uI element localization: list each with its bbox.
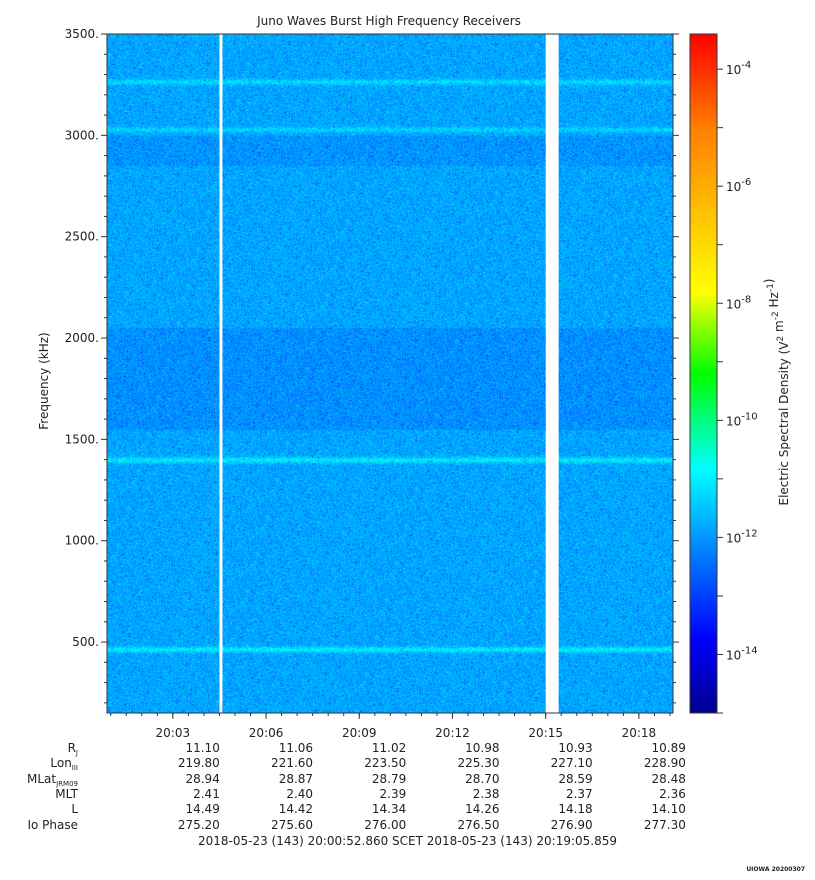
x-tick-label: 20:15	[528, 726, 563, 740]
ephemeris-value: 11.02	[371, 741, 407, 755]
ephemeris-value: 2.38	[472, 786, 500, 801]
ephemeris-value: 276.50	[457, 817, 500, 832]
x-tick-label: 20:06	[249, 726, 284, 740]
ephemeris-value: 14.42	[278, 802, 314, 817]
ephemeris-value: 2.40	[286, 786, 314, 801]
y-tick-label: 2500.	[65, 230, 99, 244]
spectrogram-image	[107, 34, 673, 713]
data-gap-1	[219, 34, 223, 713]
ephemeris-value: 14.49	[185, 802, 220, 817]
ephemeris-value: 227.10	[550, 756, 593, 771]
ephemeris-value: 11.06	[278, 741, 314, 755]
ephemeris-value: 28.79	[371, 771, 407, 786]
ephemeris-value: 28.59	[558, 771, 593, 786]
colorbar-scale	[689, 33, 718, 714]
plot-area: 500. 1000. 1500. 2000. 2500. 3000. 3500. 20:03 2…	[65, 27, 679, 740]
colorbar-tick-label: 10-8	[726, 294, 751, 311]
y-tick-label: 3000.	[65, 128, 99, 142]
colorbar: 10-4 10-6 10-8 10-10 10-12 10-14 Electric Spec…	[689, 33, 791, 714]
y-tick-label: 1500.	[65, 432, 99, 446]
ephemeris-value: 14.10	[651, 802, 686, 817]
ephemeris-value: 275.60	[271, 817, 314, 832]
x-tick-label: 20:18	[622, 726, 657, 740]
y-tick-label: 2000.	[65, 331, 99, 345]
ephemeris-value: 276.90	[550, 817, 593, 832]
y-axis-label: Frequency (kHz)	[37, 332, 51, 429]
ephemeris-row-label: Io Phase	[27, 817, 78, 832]
ephemeris-value: 276.00	[364, 817, 407, 832]
ephemeris-value: 221.60	[271, 756, 314, 771]
ephemeris-value: 28.87	[278, 771, 314, 786]
ephemeris-value: 10.93	[558, 741, 593, 755]
y-tick-label: 500.	[72, 635, 99, 649]
ephemeris-value: 28.70	[465, 771, 500, 786]
colorbar-label: Electric Spectral Density (V2 m-2 Hz-1)	[762, 278, 791, 505]
ephemeris-value: 14.34	[371, 802, 407, 817]
ephemeris-row-label: RJ	[67, 741, 78, 757]
ephemeris-value: 219.80	[177, 756, 220, 771]
ephemeris-value: 14.18	[558, 802, 593, 817]
chart-title: Juno Waves Burst High Frequency Receiver…	[256, 14, 521, 28]
ephemeris-row-label: L	[71, 802, 78, 817]
ephemeris-value: 2.41	[193, 786, 220, 801]
colorbar-tick-label: 10-4	[726, 60, 751, 77]
ephemeris-value: 275.20	[177, 817, 220, 832]
colorbar-tick-label: 10-6	[726, 177, 751, 194]
ephemeris-row-label: MLT	[55, 786, 78, 801]
ephemeris-value: 10.89	[651, 741, 686, 755]
x-tick-label: 20:12	[435, 726, 470, 740]
ephemeris-value: 277.30	[643, 817, 686, 832]
y-tick-label: 1000.	[65, 534, 99, 548]
colorbar-tick-label: 10-14	[726, 645, 758, 662]
x-tick-label: 20:03	[156, 726, 191, 740]
ephemeris-row-label: MLatJRM09	[27, 771, 78, 788]
ephemeris-value: 2.37	[565, 786, 593, 801]
x-tick-label: 20:09	[342, 726, 377, 740]
source-stamp: UIOWA 20200307	[746, 866, 805, 873]
time-range-footer: 2018-05-23 (143) 20:00:52.860 SCET 2018-…	[197, 834, 618, 848]
ephemeris-value: 223.50	[364, 756, 407, 771]
y-tick-label: 3500.	[65, 27, 99, 41]
colorbar-tick-label: 10-10	[726, 411, 758, 428]
ephemeris-row-label: LonIII	[50, 756, 78, 773]
ephemeris-value: 11.10	[185, 741, 220, 755]
ephemeris-value: 2.36	[659, 786, 686, 801]
ephemeris-value: 14.26	[465, 802, 500, 817]
data-gap-2	[545, 34, 559, 713]
ephemeris-value: 228.90	[643, 756, 686, 771]
colorbar-tick-label: 10-12	[726, 528, 758, 545]
ephemeris-value: 2.39	[379, 786, 407, 801]
ephemeris-value: 28.94	[185, 771, 220, 786]
ephemeris-value: 225.30	[457, 756, 500, 771]
ephemeris-value: 28.48	[651, 771, 686, 786]
ephemeris-value: 10.98	[465, 741, 500, 755]
